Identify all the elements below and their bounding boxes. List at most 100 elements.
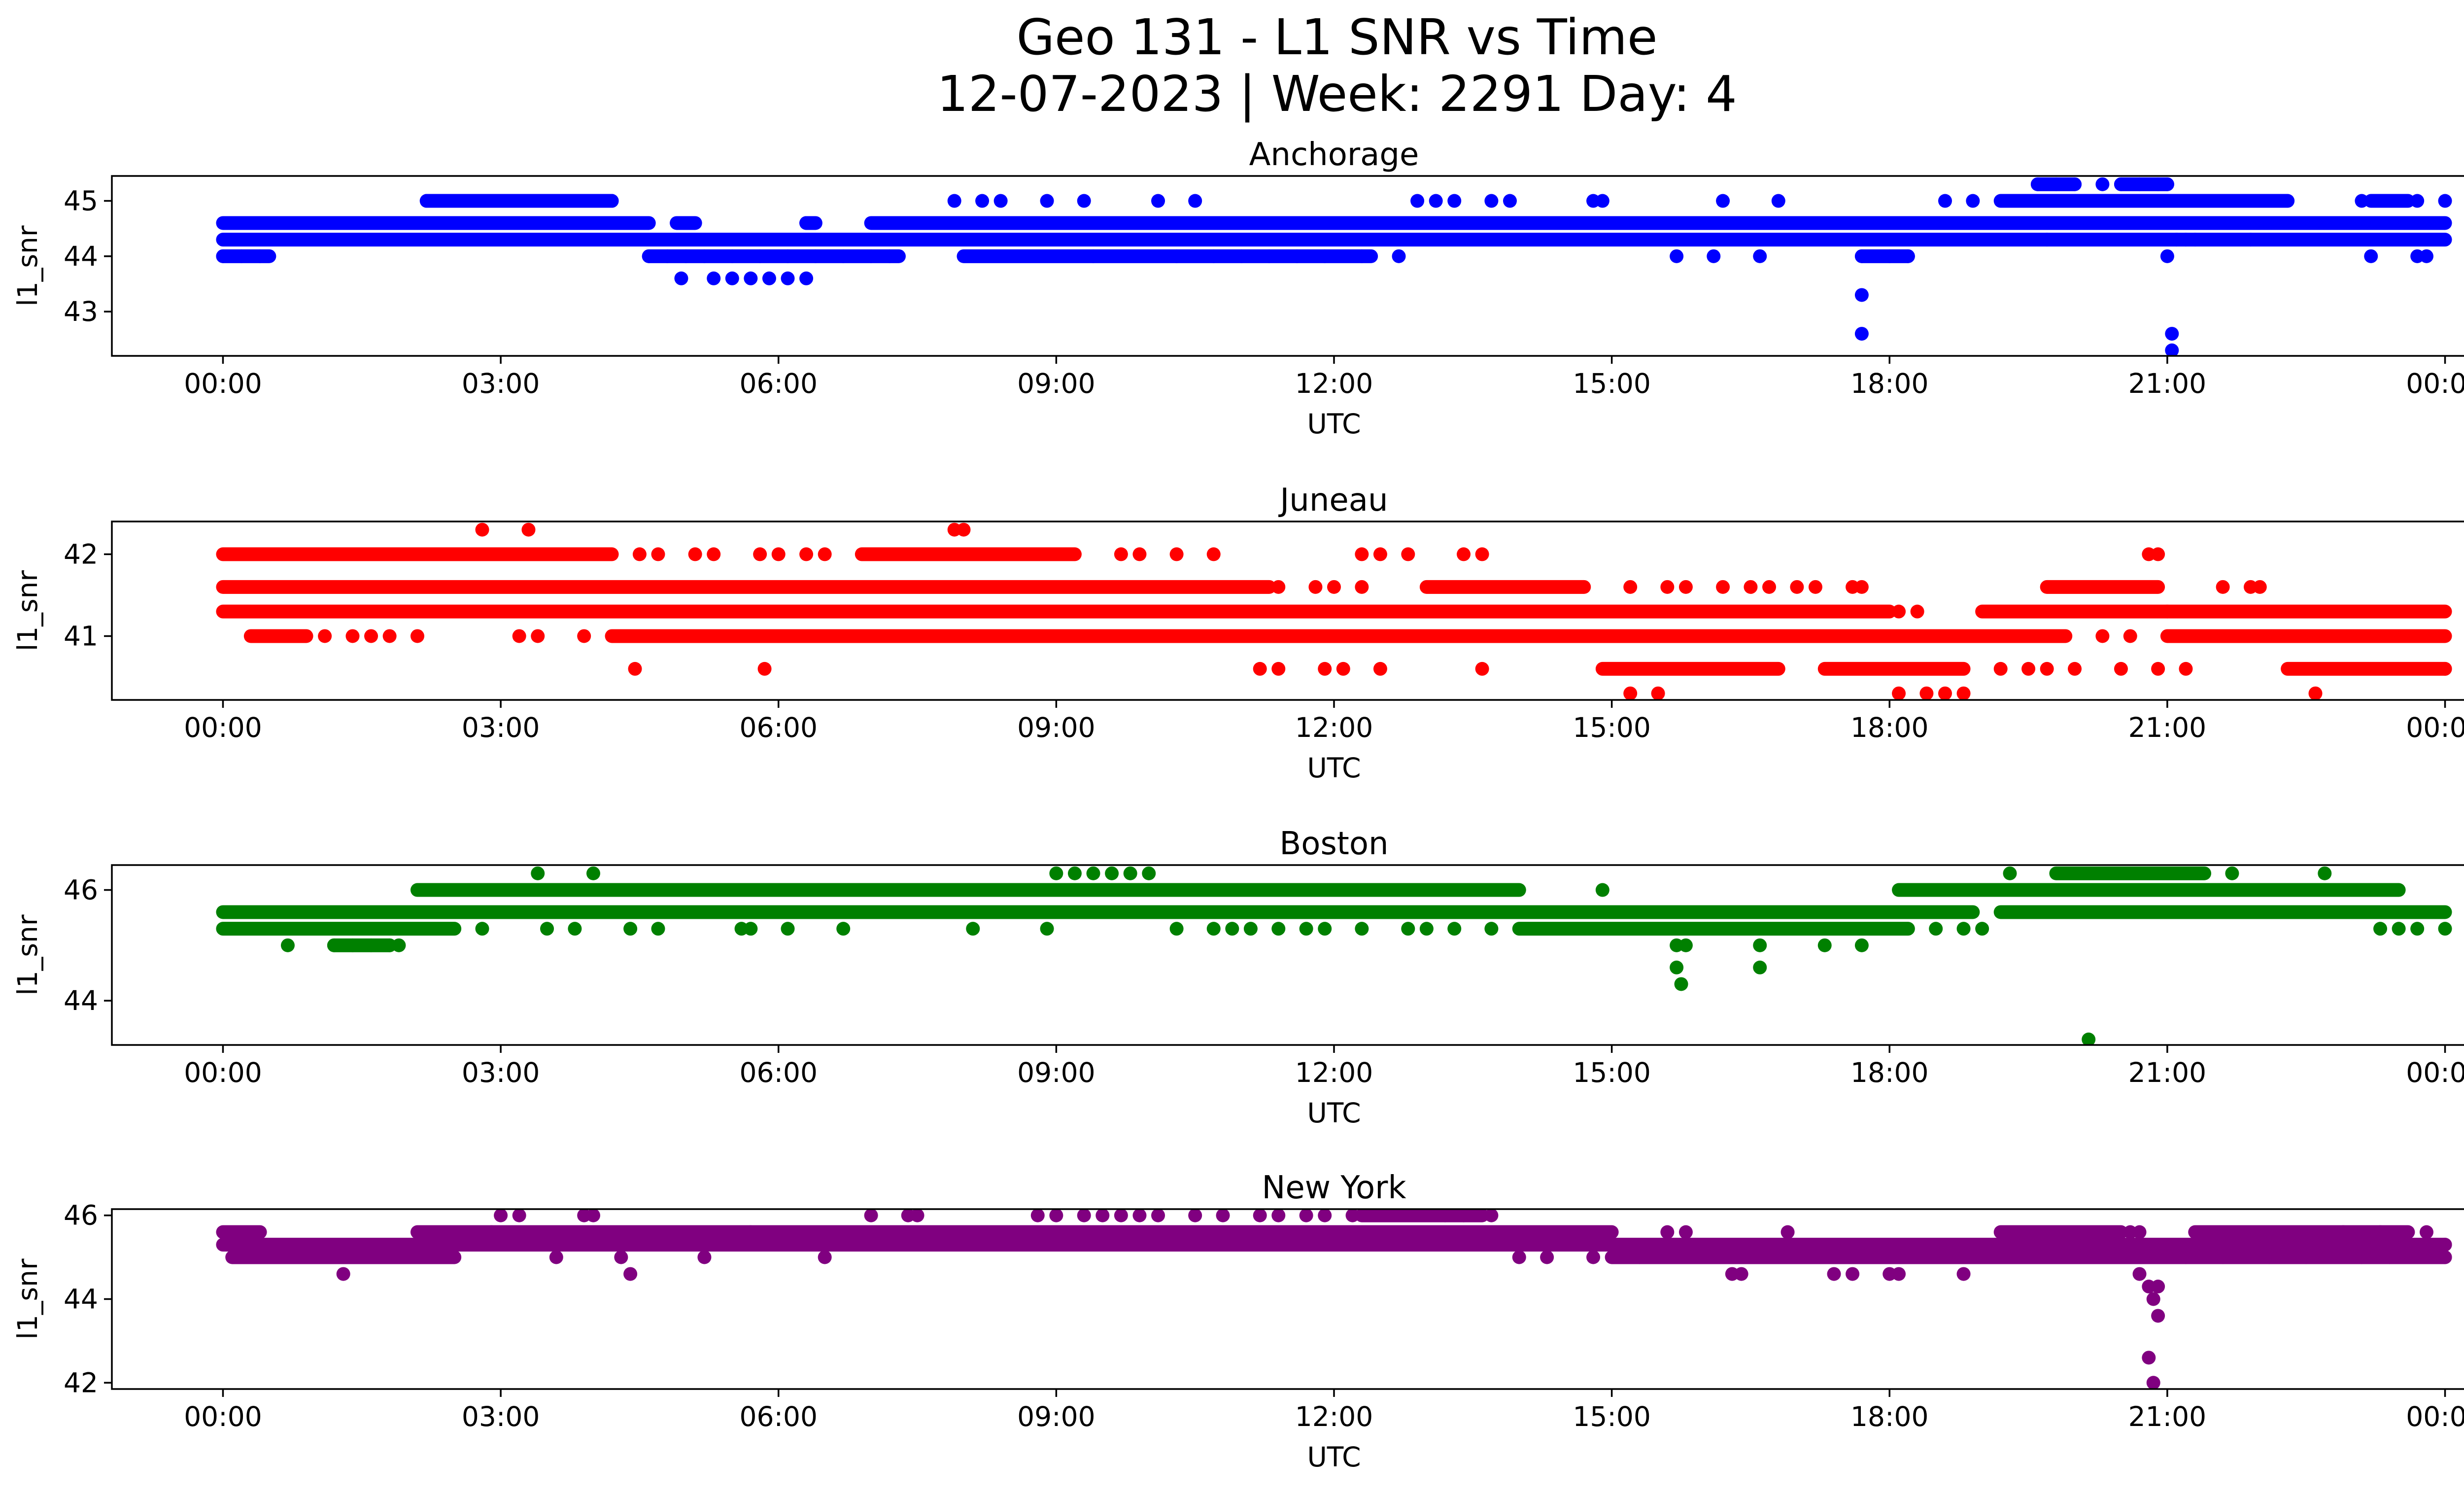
x-tick-label: 15:00 — [1573, 1401, 1651, 1432]
data-point — [1132, 1209, 1147, 1222]
data-point — [753, 249, 767, 263]
x-axis-label: UTC — [1307, 408, 1361, 440]
data-point — [757, 661, 772, 676]
x-tick-label: 21:00 — [2128, 1057, 2207, 1088]
data-point — [512, 1209, 526, 1222]
data-point — [2355, 194, 2369, 208]
data-point — [1540, 1250, 1554, 1264]
data-point — [1633, 1250, 1646, 1264]
data-point — [2438, 194, 2452, 208]
data-point — [1429, 194, 1443, 208]
data-point — [216, 249, 230, 263]
subplot-boston: Boston 00:00 03:00 06:00 09:00 12:00 15:00 18:0… — [12, 826, 2464, 1129]
data-point — [1503, 194, 1517, 208]
data-point — [1854, 938, 1869, 952]
data-point — [336, 1267, 350, 1281]
figure-title-line2: 12-07-2023 | Week: 2291 Day: 4 — [937, 65, 1737, 123]
data-point — [540, 922, 554, 936]
data-point — [2030, 177, 2045, 191]
data-point — [2216, 580, 2230, 594]
data-point — [586, 866, 600, 880]
y-tick-label: 46 — [64, 1200, 98, 1231]
data-point — [697, 249, 712, 263]
data-point — [1854, 249, 1869, 263]
data-point — [1030, 1209, 1045, 1222]
data-point — [531, 629, 545, 643]
data-point — [1484, 194, 1499, 208]
data-point — [2299, 1250, 2313, 1264]
data-point — [1188, 1209, 1202, 1222]
data-point — [947, 194, 961, 208]
figure-title-line1: Geo 131 - L1 SNR vs Time — [1017, 8, 1658, 66]
data-point — [1049, 1209, 1063, 1222]
data-point — [651, 922, 665, 936]
data-point — [512, 629, 526, 643]
x-tick-label: 03:00 — [462, 712, 540, 743]
panel-title: Juneau — [1278, 482, 1388, 519]
data-point — [1225, 922, 1239, 936]
data-point — [753, 547, 767, 561]
data-point — [512, 194, 526, 208]
data-point — [1919, 686, 1934, 700]
data-point — [2253, 580, 2267, 594]
data-point — [1674, 977, 1688, 991]
data-point — [475, 522, 489, 537]
data-point — [1651, 686, 1665, 700]
data-point — [2095, 629, 2110, 643]
data-point — [799, 547, 814, 561]
data-point — [1105, 866, 1119, 880]
data-point — [1892, 686, 1906, 700]
data-point — [280, 938, 295, 952]
data-point — [883, 249, 897, 263]
data-point — [549, 1250, 563, 1264]
data-point — [2382, 1250, 2396, 1264]
x-tick-label: 18:00 — [1850, 1401, 1929, 1432]
data-point — [1299, 1209, 1313, 1222]
data-point — [1040, 922, 1054, 936]
data-point — [253, 249, 267, 263]
data-point — [1373, 661, 1387, 676]
data-point — [1975, 922, 1989, 936]
data-point — [1132, 547, 1147, 561]
data-point — [2068, 661, 2082, 676]
data-point — [2308, 686, 2323, 700]
subplot-anchorage: Anchorage 00:00 03:00 06:00 09:00 12:00 15:00 1… — [12, 137, 2464, 440]
data-point — [1392, 249, 1406, 263]
data-point — [1243, 922, 1258, 936]
data-point — [345, 938, 360, 952]
x-tick-label: 06:00 — [739, 368, 818, 399]
data-point — [1308, 580, 1323, 594]
data-point — [235, 249, 249, 263]
data-point — [1355, 580, 1369, 594]
data-point — [623, 1267, 638, 1281]
data-point — [2373, 1225, 2388, 1239]
data-point — [2132, 177, 2147, 191]
data-point — [1882, 249, 1897, 263]
data-point — [1086, 866, 1100, 880]
data-point — [1808, 580, 1822, 594]
data-point — [1262, 249, 1276, 263]
data-point — [799, 271, 814, 285]
panel-title: Anchorage — [1249, 137, 1419, 173]
y-tick-label: 44 — [64, 1284, 98, 1315]
data-point — [605, 194, 619, 208]
data-point — [818, 1250, 832, 1264]
data-point — [1938, 686, 1952, 700]
data-point — [836, 922, 851, 936]
data-point — [808, 249, 822, 263]
y-axis-label: l1_snr — [12, 225, 43, 306]
data-point — [1892, 1267, 1906, 1281]
x-tick-label: 12:00 — [1295, 1057, 1373, 1088]
data-point — [2151, 661, 2165, 676]
data-point — [1753, 938, 1767, 952]
data-point — [1142, 866, 1156, 880]
data-point — [799, 216, 814, 230]
x-tick-label: 00:00 — [2406, 712, 2464, 743]
data-point — [2244, 233, 2258, 247]
data-point — [2419, 249, 2433, 263]
data-point — [1678, 938, 1693, 952]
data-point — [1854, 288, 1869, 302]
data-point — [2419, 1225, 2433, 1239]
data-point — [1854, 327, 1869, 341]
data-point — [1790, 580, 1804, 594]
